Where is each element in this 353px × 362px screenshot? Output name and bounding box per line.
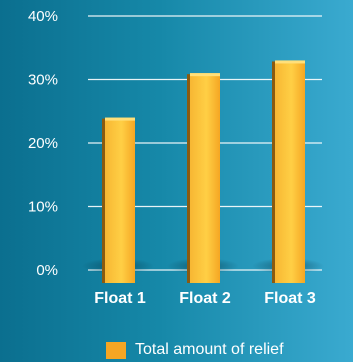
x-category-label: Float 2 <box>179 290 231 307</box>
y-tick-label: 0% <box>36 262 58 279</box>
y-tick-label: 40% <box>28 8 58 25</box>
y-tick-label: 30% <box>28 72 58 89</box>
x-category-label: Float 1 <box>94 290 146 307</box>
bar-float-2 <box>190 73 220 284</box>
bar-top-highlight <box>275 60 305 64</box>
bar-top-highlight <box>105 117 135 121</box>
bar-float-3 <box>275 60 305 284</box>
legend-label: Total amount of relief <box>135 341 284 358</box>
bar-top-highlight <box>190 73 220 77</box>
y-tick-label: 20% <box>28 135 58 152</box>
y-tick-label: 10% <box>28 199 58 216</box>
bar-float-1 <box>105 117 135 283</box>
legend-swatch <box>106 341 126 359</box>
x-category-label: Float 3 <box>264 290 316 307</box>
chart-legend: Total amount of relief <box>106 341 284 359</box>
